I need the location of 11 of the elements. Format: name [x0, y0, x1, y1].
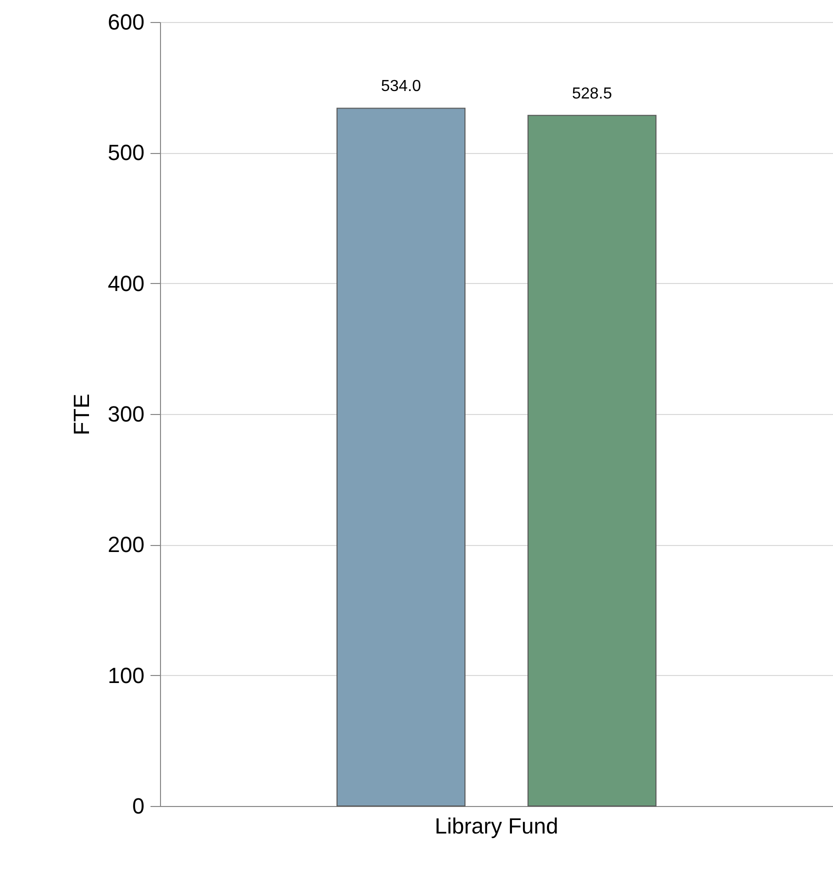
y-tick-label: 500 — [108, 140, 144, 166]
y-tick-label: 0 — [132, 794, 144, 818]
data-label: 528.5 — [572, 85, 612, 102]
y-tick-label: 300 — [108, 402, 144, 426]
y-tick-label: 600 — [108, 10, 144, 34]
y-tick-label: 400 — [108, 270, 144, 296]
y-tick-label: 100 — [108, 662, 144, 688]
y-tick-label: 200 — [108, 532, 144, 558]
x-tick-label: Library Fund — [434, 814, 558, 838]
data-label: 534.0 — [380, 78, 422, 96]
y-axis-title: FTE — [68, 394, 94, 436]
